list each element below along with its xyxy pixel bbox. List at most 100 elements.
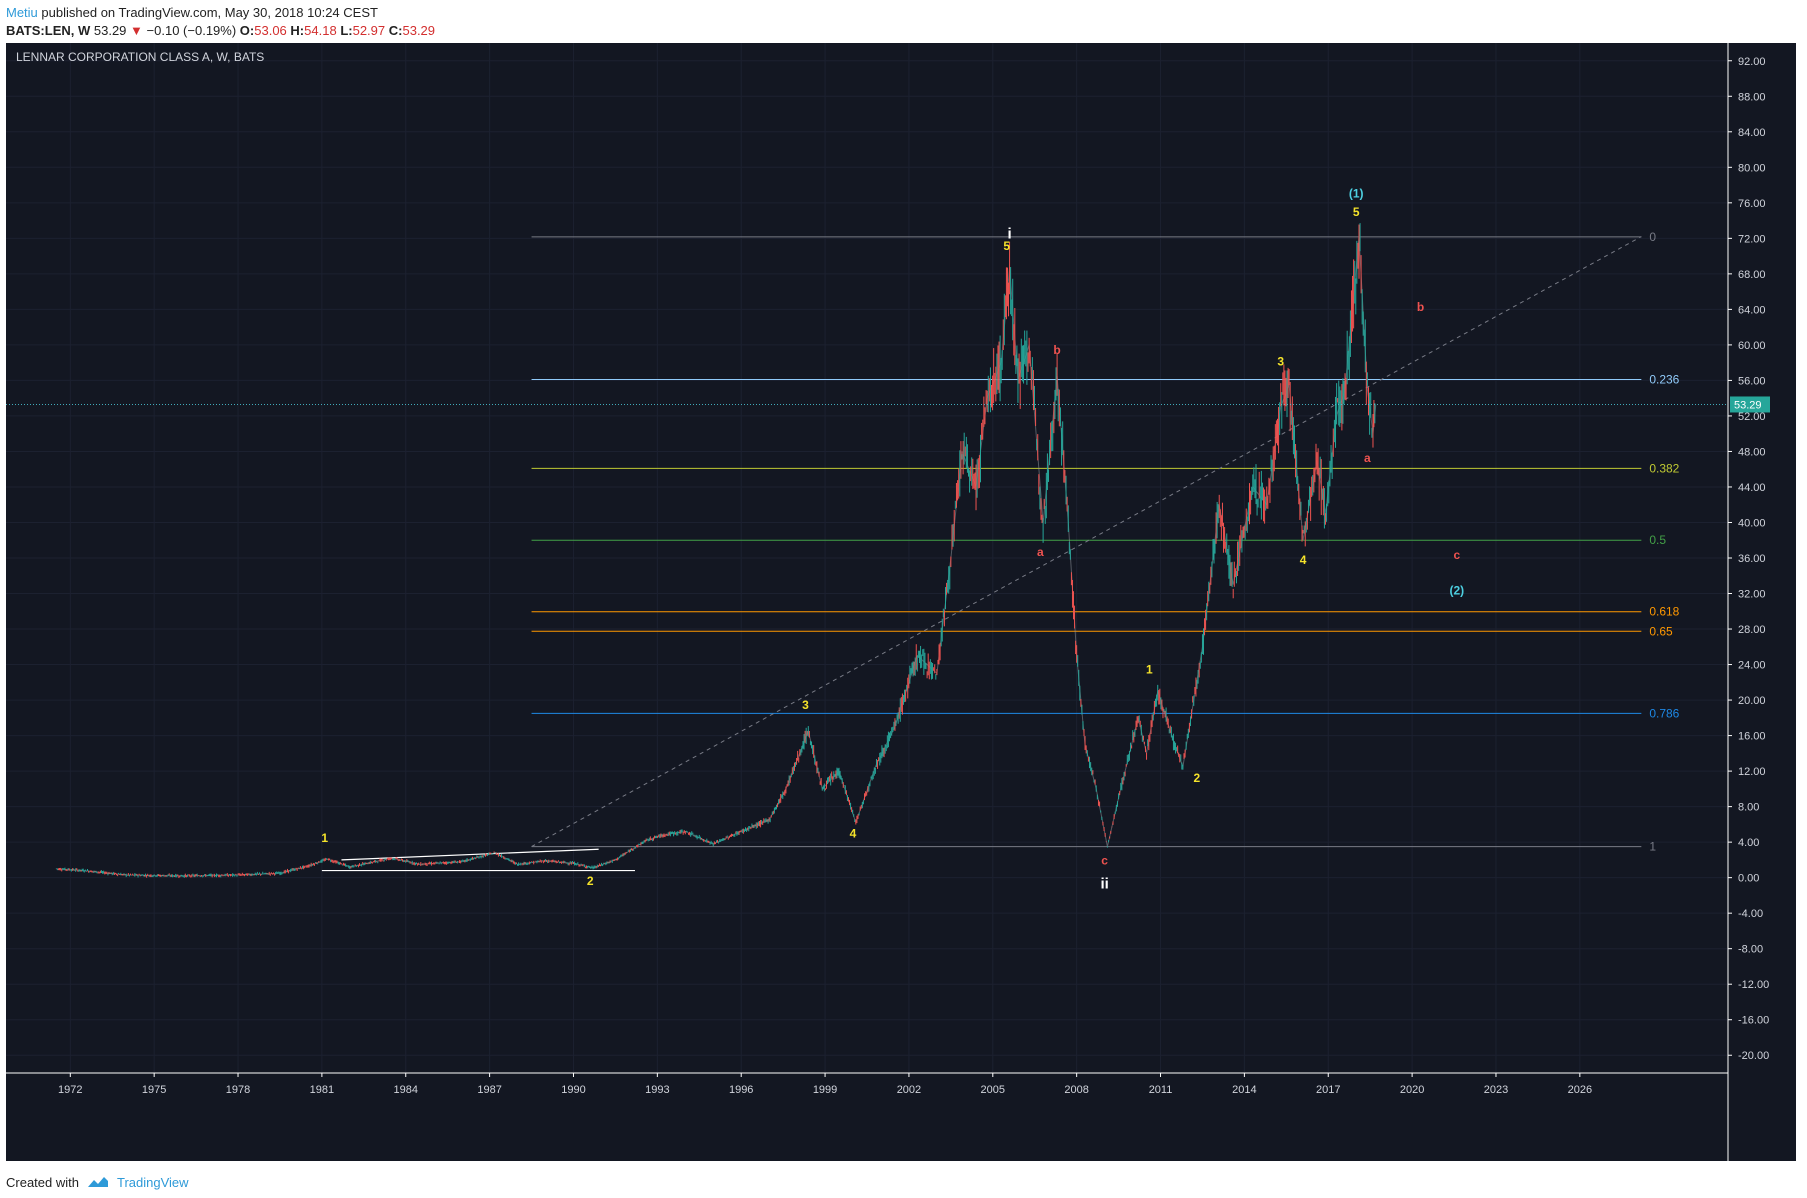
wave-label: i [1007, 225, 1011, 242]
time-tick-label: 1978 [226, 1084, 250, 1096]
price-tick-label: 36.00 [1738, 553, 1766, 565]
price-tick-label: 32.00 [1738, 589, 1766, 601]
open-label: O: [239, 23, 255, 38]
time-tick-label: 2005 [981, 1084, 1005, 1096]
fib-retracement: 0 0.236 0.382 0.5 0.618 0.65 0.786 1 [531, 230, 1680, 854]
price-tick-label: 0.00 [1738, 873, 1759, 885]
price-tick-label: 80.00 [1738, 162, 1766, 174]
wave-label: 5 [1003, 239, 1010, 253]
time-tick-label: 2017 [1316, 1084, 1340, 1096]
time-tick-label: 1981 [310, 1084, 334, 1096]
high-label: H: [290, 23, 305, 38]
price-series [55, 223, 1377, 879]
fib-level-label: 1 [1649, 840, 1656, 854]
wave-label: 2 [1194, 771, 1201, 785]
time-tick-label: 1987 [477, 1084, 501, 1096]
time-tick-label: 1990 [561, 1084, 585, 1096]
price-tick-label: 4.00 [1738, 837, 1759, 849]
price-tick-label: -16.00 [1738, 1015, 1769, 1027]
time-tick-label: 1993 [645, 1084, 669, 1096]
price-tick-label: 16.00 [1738, 731, 1766, 743]
wave-label: c [1101, 853, 1108, 867]
price-tick-label: 24.00 [1738, 660, 1766, 672]
fib-level-label: 0.5 [1649, 533, 1666, 547]
price-tick-label: 12.00 [1738, 766, 1766, 778]
price-tick-label: -20.00 [1738, 1050, 1769, 1062]
wave-label: (1) [1349, 187, 1364, 201]
symbol-label: BATS:LEN, W [6, 23, 91, 38]
wave-label: ii [1100, 875, 1108, 892]
publish-info: published on TradingView.com, May 30, 20… [41, 5, 378, 20]
grid-lines [6, 43, 1728, 1073]
author-link[interactable]: Metiu [6, 5, 38, 20]
time-tick-label: 1975 [142, 1084, 166, 1096]
time-tick-label: 2002 [897, 1084, 921, 1096]
wave-label: 1 [1146, 662, 1153, 676]
chart-title: LENNAR CORPORATION CLASS A, W, BATS [16, 50, 264, 64]
time-tick-label: 1996 [729, 1084, 753, 1096]
price-tick-label: 44.00 [1738, 482, 1766, 494]
fib-level-label: 0 [1649, 230, 1656, 244]
price-tick-label: 68.00 [1738, 269, 1766, 281]
price-tick-label: 92.00 [1738, 56, 1766, 68]
price-tick-label: 88.00 [1738, 91, 1766, 103]
wave-label: 1 [321, 831, 328, 845]
wave-label: (2) [1450, 583, 1465, 597]
last-price: 53.29 [93, 23, 127, 38]
price-tick-label: 76.00 [1738, 198, 1766, 210]
price-chart[interactable]: 92.00 88.00 84.00 80.00 76.00 72.00 68.00 64.00… [6, 43, 1796, 1161]
tradingview-logo-icon [87, 1177, 108, 1187]
close-label: C: [388, 23, 403, 38]
time-tick-label: 2008 [1064, 1084, 1088, 1096]
fib-level-label: 0.786 [1649, 706, 1679, 720]
time-tick-label: 2023 [1484, 1084, 1508, 1096]
chart-header: Metiu published on TradingView.com, May … [6, 4, 1796, 42]
price-tick-label: 64.00 [1738, 304, 1766, 316]
price-tick-label: 56.00 [1738, 375, 1766, 387]
time-tick-label: 1999 [813, 1084, 837, 1096]
publish-line: Metiu published on TradingView.com, May … [6, 4, 1796, 22]
tradingview-link[interactable]: TradingView [116, 1174, 189, 1190]
price-tick-label: 60.00 [1738, 340, 1766, 352]
price-tick-label: 84.00 [1738, 127, 1766, 139]
wave-label: b [1053, 343, 1060, 357]
wave-label: 2 [587, 874, 594, 888]
channel-line [341, 848, 599, 861]
price-line [56, 236, 1377, 877]
fib-level-label: 0.382 [1649, 461, 1679, 475]
price-tick-label: -4.00 [1738, 908, 1763, 920]
high-value: 54.18 [304, 23, 337, 38]
price-tick-label: 52.00 [1738, 411, 1766, 423]
quote-line: BATS:LEN, W 53.29 ▼ −0.10 (−0.19%) O:53.… [6, 22, 1796, 40]
wave-label: 3 [802, 698, 809, 712]
wave-label: b [1417, 300, 1424, 314]
wave-label: 4 [850, 827, 857, 841]
price-tick-label: 40.00 [1738, 517, 1766, 529]
time-tick-label: 1984 [394, 1084, 418, 1096]
down-arrow-icon: ▼ [130, 23, 143, 38]
chart-area[interactable]: 92.00 88.00 84.00 80.00 76.00 72.00 68.00 64.00… [6, 43, 1796, 1161]
price-tick-label: -8.00 [1738, 944, 1763, 956]
wave-label: 3 [1277, 354, 1284, 368]
time-tick-label: 2011 [1149, 1084, 1173, 1096]
wave-label: 4 [1300, 553, 1307, 567]
close-value: 53.29 [402, 23, 436, 38]
low-value: 52.97 [352, 23, 386, 38]
fib-level-label: 0.618 [1649, 605, 1679, 619]
fib-level-label: 0.236 [1649, 373, 1679, 387]
footer: Created with TradingView [6, 1171, 189, 1193]
created-with-label: Created with [6, 1174, 79, 1190]
price-tick-label: 72.00 [1738, 233, 1766, 245]
price-axis: 92.00 88.00 84.00 80.00 76.00 72.00 68.00 64.00… [1728, 56, 1769, 1062]
trend-line-dashed [531, 236, 1642, 848]
open-value: 53.06 [254, 23, 287, 38]
low-label: L: [340, 23, 353, 38]
time-tick-label: 2014 [1232, 1084, 1256, 1096]
wave-label: a [1037, 545, 1044, 559]
time-tick-label: 2026 [1568, 1084, 1592, 1096]
price-tick-label: 48.00 [1738, 446, 1766, 458]
price-tick-label: 8.00 [1738, 802, 1759, 814]
last-price-badge [1730, 396, 1770, 413]
price-tick-label: 20.00 [1738, 695, 1766, 707]
